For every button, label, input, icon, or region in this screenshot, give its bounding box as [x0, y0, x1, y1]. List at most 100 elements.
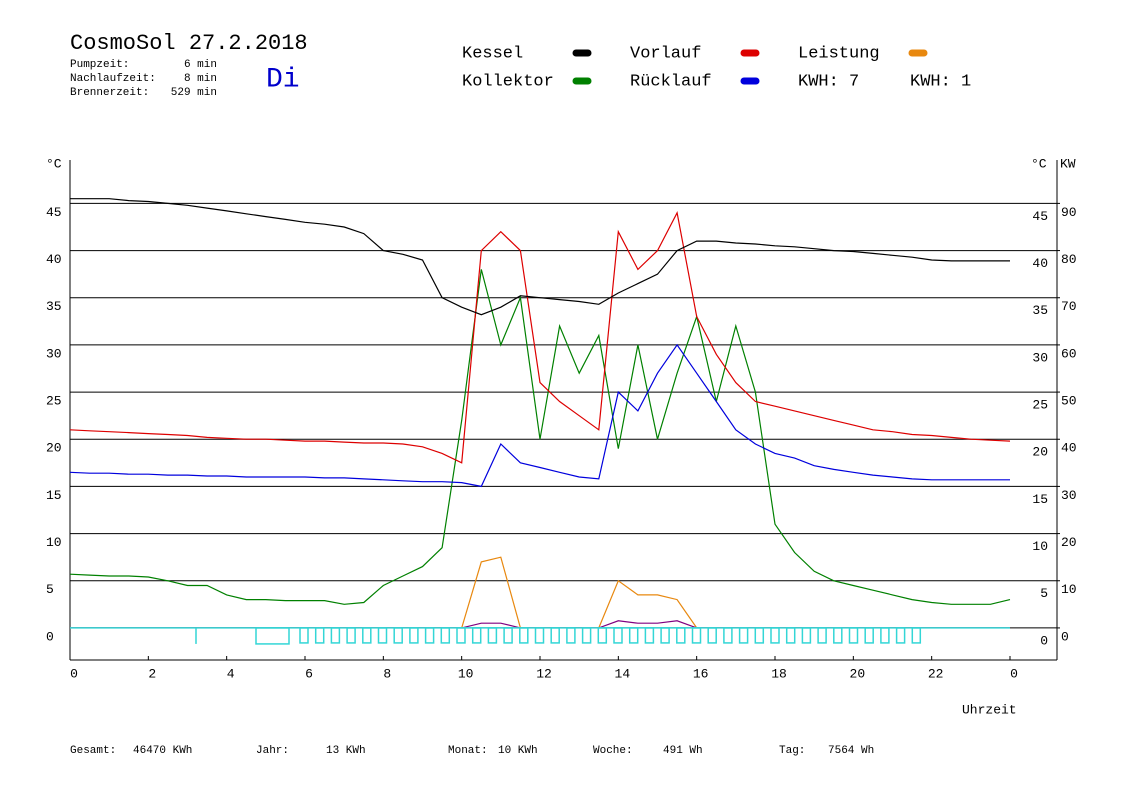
annotation: KWH: 1: [910, 72, 971, 91]
y2-tick-label: 40: [1061, 441, 1077, 456]
y-tick-label-right: 25: [1032, 398, 1048, 413]
y-tick-label: 15: [46, 488, 62, 503]
footer-value: 13 KWh: [326, 745, 366, 757]
time-value: 6 min: [184, 59, 217, 71]
x-tick-label: 12: [536, 666, 552, 681]
y-tick-label: 25: [46, 394, 62, 409]
series-line: [70, 198, 1010, 316]
y2-tick-label: 70: [1061, 299, 1077, 314]
pump-strip: [770, 627, 780, 644]
x-tick-label: 20: [850, 666, 866, 681]
y2-axis-label: KW: [1060, 156, 1076, 171]
y-tick-label-right: 35: [1032, 303, 1048, 318]
pump-strip: [581, 627, 592, 644]
footer-value: 7564 Wh: [828, 745, 874, 757]
y-tick-label: 20: [46, 441, 62, 456]
pump-strip: [566, 627, 576, 644]
legend-label: Vorlauf: [630, 44, 701, 63]
time-label: Nachlaufzeit:: [70, 73, 156, 85]
pump-strip: [628, 627, 639, 644]
y-tick-label-right: 0: [1040, 633, 1048, 648]
footer-label: Woche:: [593, 745, 633, 757]
time-value: 8 min: [184, 73, 217, 85]
pump-strip: [393, 627, 403, 644]
legend-label: Rücklauf: [630, 72, 712, 91]
y2-tick-label: 60: [1061, 346, 1077, 361]
footer-label: Monat:: [448, 745, 488, 757]
pump-strip: [424, 627, 435, 644]
y2-tick-label: 50: [1061, 394, 1077, 409]
footer-label: Tag:: [779, 745, 805, 757]
pump-strip: [785, 627, 796, 644]
x-tick-label: 4: [227, 666, 235, 681]
y-axis-label: °C: [46, 156, 62, 171]
pump-strip: [880, 627, 890, 644]
y2-tick-label: 30: [1061, 488, 1077, 503]
pump-strip: [911, 627, 922, 644]
pump-strip: [487, 627, 498, 644]
pump-strip: [676, 627, 686, 644]
pump-strip: [707, 627, 717, 644]
pump-strip: [362, 627, 372, 644]
y-tick-label: 0: [46, 629, 54, 644]
pump-strip: [550, 627, 560, 644]
pump-strip: [377, 627, 388, 644]
y-tick-label-right: 10: [1032, 539, 1048, 554]
y2-tick-label: 0: [1061, 629, 1069, 644]
pump-strip: [864, 627, 874, 644]
pump-strip: [346, 627, 356, 644]
y-tick-label: 35: [46, 299, 62, 314]
pump-strip: [255, 627, 290, 645]
pump-strip: [519, 627, 529, 644]
pump-strip: [754, 627, 765, 644]
x-tick-label: 18: [771, 666, 787, 681]
x-tick-label: 0: [1010, 666, 1018, 681]
x-axis-label: Uhrzeit: [962, 702, 1017, 717]
x-tick-label: 0: [70, 666, 78, 681]
time-value: 529 min: [171, 87, 217, 99]
y2-tick-label: 80: [1061, 252, 1077, 267]
pump-strip: [597, 627, 608, 644]
x-tick-label: 14: [615, 666, 631, 681]
x-tick-label: 10: [458, 666, 474, 681]
pump-strip: [738, 627, 749, 644]
pump-strip: [817, 627, 827, 644]
pump-strip: [471, 627, 482, 644]
legend-label: Leistung: [798, 44, 880, 63]
pump-strip: [691, 627, 702, 644]
series-line: [69, 210, 1011, 464]
chart-title: CosmoSol 27.2.2018: [70, 31, 308, 56]
series-line: [69, 269, 1011, 605]
y-tick-label-right: 30: [1032, 350, 1048, 365]
pump-strip: [314, 627, 325, 644]
legend-label: Kollektor: [462, 72, 554, 91]
footer-label: Jahr:: [256, 745, 289, 757]
y-tick-label: 45: [46, 205, 62, 220]
x-tick-label: 6: [305, 666, 313, 681]
y-tick-label-right: 20: [1032, 445, 1048, 460]
pump-strip: [660, 627, 670, 644]
y-tick-label: 40: [46, 252, 62, 267]
time-label: Pumpzeit:: [70, 59, 129, 71]
y-tick-label-right: 15: [1032, 492, 1048, 507]
y-tick-label: 5: [46, 582, 54, 597]
y-tick-label: 10: [46, 535, 62, 550]
y2-tick-label: 20: [1061, 535, 1077, 550]
footer-value: 491 Wh: [663, 745, 703, 757]
y2-tick-label: 10: [1061, 582, 1077, 597]
pump-strip: [833, 627, 843, 644]
x-tick-label: 8: [383, 666, 391, 681]
footer-label: Gesamt:: [70, 745, 116, 757]
pump-strip: [503, 627, 513, 644]
day: Di: [266, 64, 300, 95]
footer-value: 46470 KWh: [133, 745, 192, 757]
series-line: [69, 343, 1010, 488]
x-tick-label: 22: [928, 666, 944, 681]
pump-strip: [801, 627, 812, 644]
time-label: Brennerzeit:: [70, 87, 149, 99]
y-tick-label: 30: [46, 346, 62, 361]
pump-strip: [723, 627, 733, 644]
x-tick-label: 16: [693, 666, 709, 681]
